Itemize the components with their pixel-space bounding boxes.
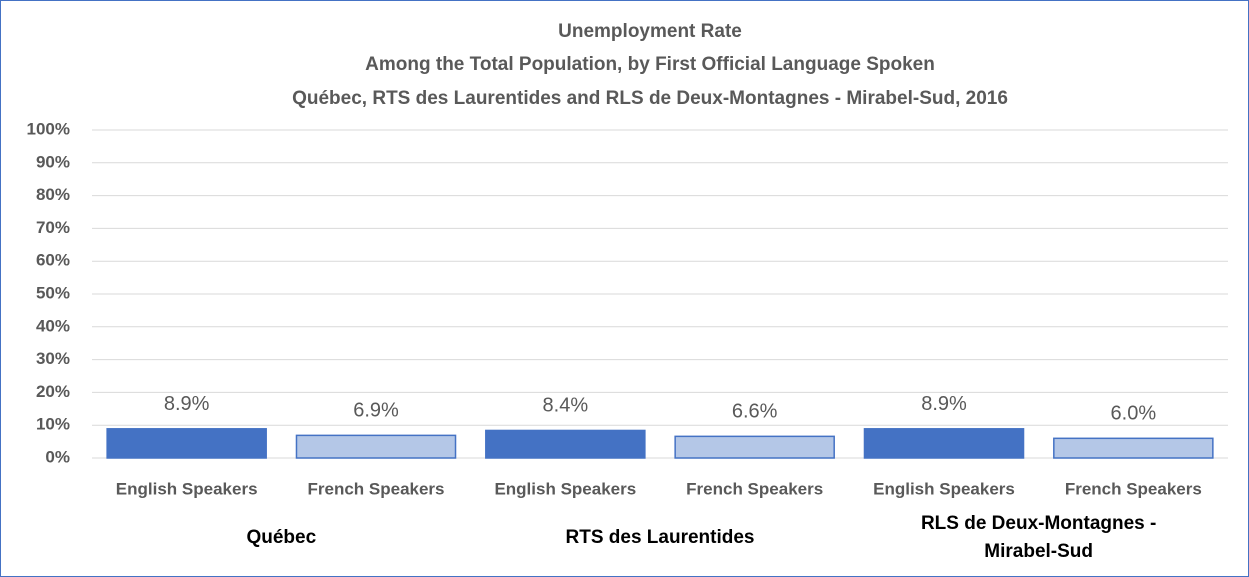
y-tick-label: 40% [36,316,70,335]
x-tick-label: English Speakers [494,479,636,498]
y-tick-label: 90% [36,152,70,171]
chart-title: Among the Total Population, by First Off… [365,54,935,75]
y-tick-label: 70% [36,218,70,237]
y-tick-label: 60% [36,251,70,270]
x-tick-label: French Speakers [307,479,444,498]
data-label: 8.4% [543,395,589,417]
y-tick-label: 30% [36,349,70,368]
group-label: RTS des Laurentides [565,527,755,548]
y-tick-label: 0% [45,447,70,466]
y-tick-label: 100% [27,119,70,138]
group-label: Québec [246,527,317,548]
bar [295,434,457,459]
chart-title: Québec, RTS des Laurentides and RLS de D… [292,88,1008,109]
x-tick-label: English Speakers [873,479,1015,498]
data-label: 6.6% [732,401,778,423]
bar [863,428,1025,459]
data-label: 6.0% [1111,403,1157,425]
data-label: 6.9% [353,400,399,422]
bar [1053,437,1214,459]
x-tick-label: French Speakers [686,479,823,498]
x-tick-label: French Speakers [1065,479,1202,498]
bar [485,429,646,459]
group-label: RLS de Deux-Montagnes - Mirabel-Sud [920,513,1157,562]
data-label: 8.9% [921,393,967,415]
data-label: 8.9% [164,393,210,415]
bar [674,435,835,459]
y-tick-label: 20% [36,382,70,401]
x-tick-label: English Speakers [116,479,258,498]
chart-title: Unemployment Rate [558,21,742,42]
y-tick-label: 50% [36,283,70,302]
y-tick-label: 10% [36,415,70,434]
y-tick-label: 80% [36,185,70,204]
bar [106,428,267,459]
